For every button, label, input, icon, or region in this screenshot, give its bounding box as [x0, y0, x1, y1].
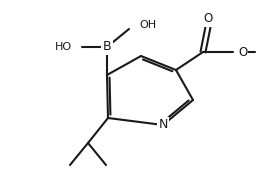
Text: B: B — [103, 40, 111, 53]
Text: OH: OH — [139, 20, 156, 30]
Text: HO: HO — [55, 42, 72, 52]
Text: N: N — [158, 119, 168, 132]
Text: O: O — [203, 13, 213, 25]
Text: O: O — [238, 46, 247, 58]
